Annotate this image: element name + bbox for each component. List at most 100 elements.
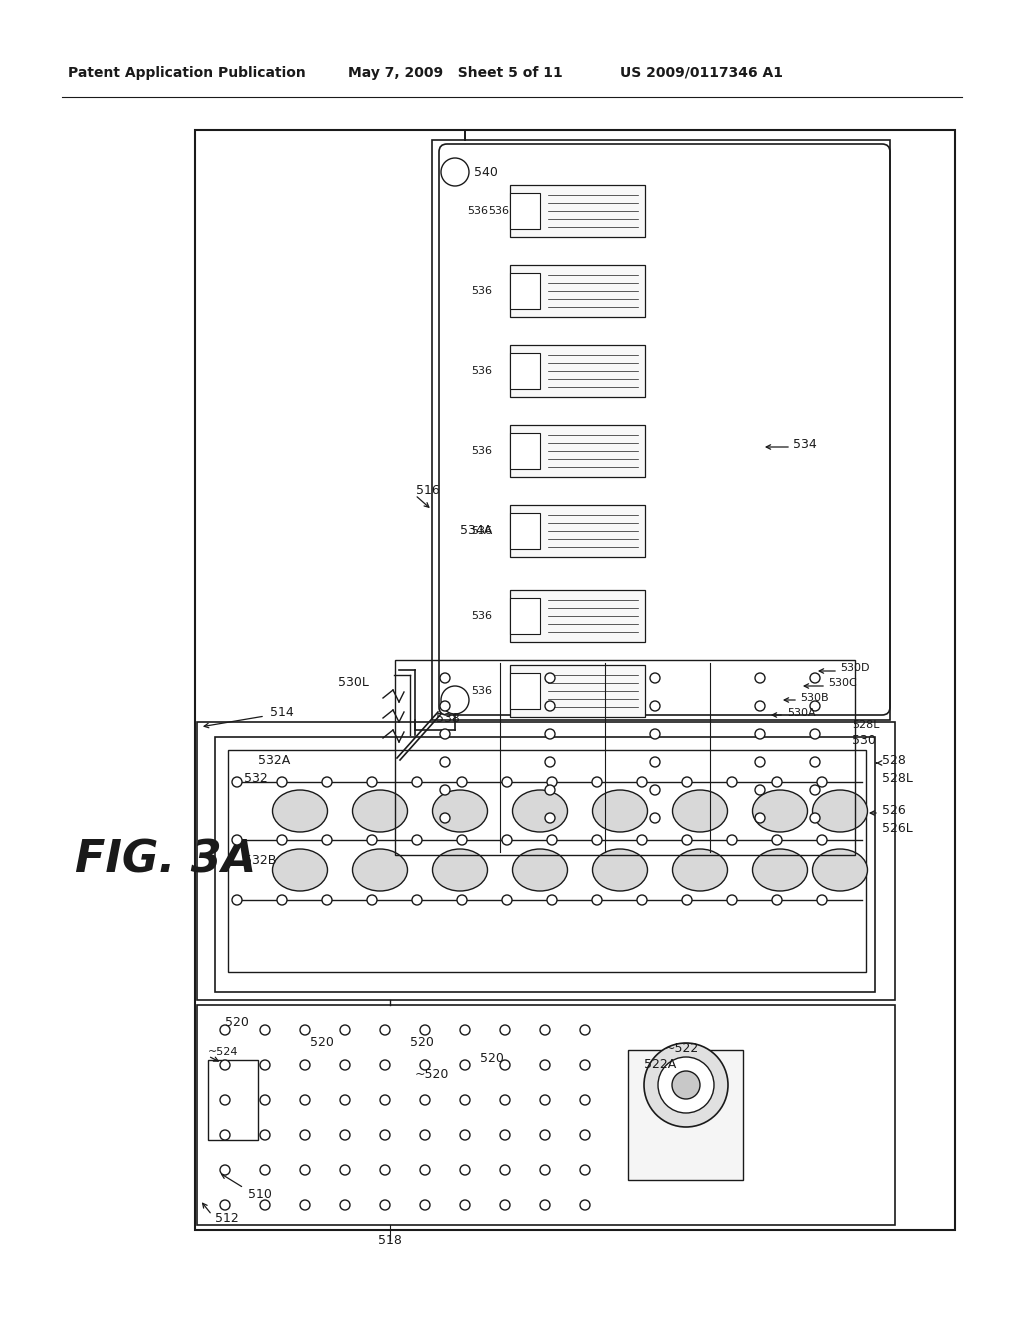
Text: 510: 510 xyxy=(248,1188,272,1201)
Circle shape xyxy=(592,777,602,787)
Circle shape xyxy=(441,686,469,714)
Circle shape xyxy=(755,701,765,711)
Circle shape xyxy=(460,1060,470,1071)
Circle shape xyxy=(580,1060,590,1071)
Text: 520: 520 xyxy=(225,1015,249,1028)
Circle shape xyxy=(412,895,422,906)
Text: 540: 540 xyxy=(474,165,498,178)
Bar xyxy=(197,1005,895,1225)
Circle shape xyxy=(540,1130,550,1140)
Circle shape xyxy=(340,1130,350,1140)
Text: 530B: 530B xyxy=(800,693,828,704)
Bar xyxy=(510,433,540,469)
Circle shape xyxy=(500,1166,510,1175)
Text: 536: 536 xyxy=(467,206,488,216)
Ellipse shape xyxy=(432,789,487,832)
Text: 530L: 530L xyxy=(338,676,369,689)
Ellipse shape xyxy=(812,849,867,891)
Ellipse shape xyxy=(593,849,647,891)
Ellipse shape xyxy=(432,849,487,891)
Circle shape xyxy=(502,836,512,845)
Text: 530: 530 xyxy=(852,734,876,747)
Circle shape xyxy=(500,1096,510,1105)
Circle shape xyxy=(545,756,555,767)
Circle shape xyxy=(440,785,450,795)
Circle shape xyxy=(755,729,765,739)
Text: 530D: 530D xyxy=(840,663,869,673)
Text: 526: 526 xyxy=(882,804,906,817)
Bar xyxy=(510,590,645,642)
Circle shape xyxy=(220,1096,230,1105)
Circle shape xyxy=(420,1026,430,1035)
Circle shape xyxy=(810,785,820,795)
Circle shape xyxy=(220,1060,230,1071)
Circle shape xyxy=(440,756,450,767)
Circle shape xyxy=(260,1166,270,1175)
Text: 530A: 530A xyxy=(787,708,816,718)
Circle shape xyxy=(380,1060,390,1071)
Text: FIG. 3A: FIG. 3A xyxy=(75,838,256,882)
Circle shape xyxy=(322,895,332,906)
Text: 536: 536 xyxy=(471,686,492,696)
Circle shape xyxy=(500,1026,510,1035)
Circle shape xyxy=(547,777,557,787)
Bar xyxy=(510,193,540,228)
Text: ~524: ~524 xyxy=(208,1047,239,1057)
Text: 520: 520 xyxy=(310,1035,334,1048)
Circle shape xyxy=(817,895,827,906)
Circle shape xyxy=(727,777,737,787)
Circle shape xyxy=(545,701,555,711)
Ellipse shape xyxy=(673,789,727,832)
Text: 534: 534 xyxy=(793,438,817,451)
Circle shape xyxy=(545,813,555,822)
Bar xyxy=(510,673,540,709)
Circle shape xyxy=(650,729,660,739)
Circle shape xyxy=(460,1026,470,1035)
Circle shape xyxy=(441,158,469,186)
Text: 514: 514 xyxy=(270,706,294,719)
Text: 538: 538 xyxy=(436,711,460,725)
Ellipse shape xyxy=(512,849,567,891)
Ellipse shape xyxy=(272,849,328,891)
Circle shape xyxy=(440,701,450,711)
Circle shape xyxy=(460,1096,470,1105)
Circle shape xyxy=(278,836,287,845)
Circle shape xyxy=(380,1130,390,1140)
Text: 532: 532 xyxy=(244,771,267,784)
Circle shape xyxy=(260,1096,270,1105)
Circle shape xyxy=(580,1200,590,1210)
Circle shape xyxy=(547,895,557,906)
Circle shape xyxy=(644,1043,728,1127)
Circle shape xyxy=(232,895,242,906)
Circle shape xyxy=(650,785,660,795)
Text: May 7, 2009   Sheet 5 of 11: May 7, 2009 Sheet 5 of 11 xyxy=(348,66,563,81)
Circle shape xyxy=(650,756,660,767)
Text: 528L: 528L xyxy=(882,771,912,784)
Circle shape xyxy=(658,1057,714,1113)
Text: 526L: 526L xyxy=(882,821,912,834)
Text: 536: 536 xyxy=(471,446,492,455)
Circle shape xyxy=(580,1096,590,1105)
Circle shape xyxy=(682,895,692,906)
Circle shape xyxy=(380,1166,390,1175)
Circle shape xyxy=(440,673,450,682)
Bar xyxy=(510,265,645,317)
Text: Patent Application Publication: Patent Application Publication xyxy=(68,66,306,81)
Text: US 2009/0117346 A1: US 2009/0117346 A1 xyxy=(620,66,783,81)
Ellipse shape xyxy=(272,789,328,832)
Bar xyxy=(432,140,890,719)
Ellipse shape xyxy=(352,789,408,832)
Bar xyxy=(510,345,645,397)
Circle shape xyxy=(260,1200,270,1210)
Text: 532B: 532B xyxy=(244,854,276,866)
Circle shape xyxy=(592,895,602,906)
Bar xyxy=(510,598,540,634)
Circle shape xyxy=(300,1060,310,1071)
Text: 536: 536 xyxy=(471,525,492,536)
Text: 536: 536 xyxy=(471,286,492,296)
Circle shape xyxy=(502,895,512,906)
Circle shape xyxy=(755,813,765,822)
Circle shape xyxy=(810,673,820,682)
Circle shape xyxy=(772,895,782,906)
Circle shape xyxy=(817,836,827,845)
